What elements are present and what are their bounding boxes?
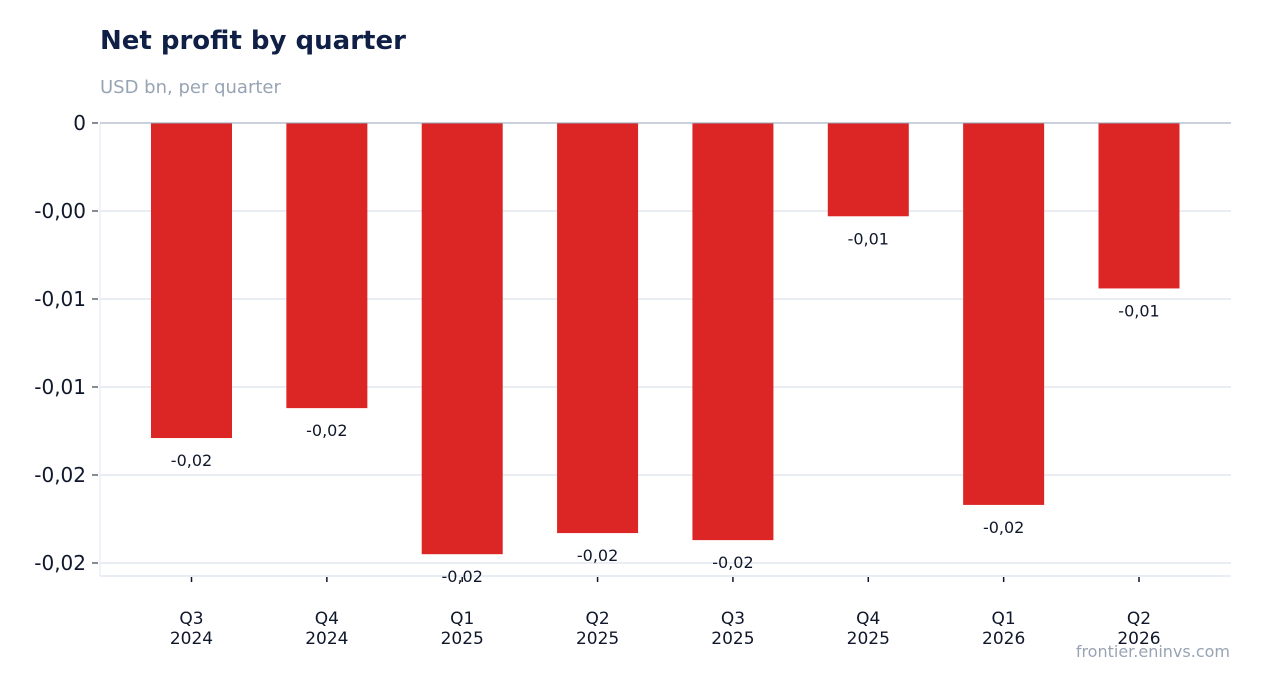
x-tick-label-line: 2024	[170, 629, 213, 649]
chart-title: Net profit by quarter	[100, 26, 406, 56]
x-tick-label: Q3 2024	[170, 609, 213, 649]
data-label: -0,01	[1118, 301, 1159, 320]
x-tick-label-line: 2025	[441, 629, 484, 649]
bar	[692, 123, 774, 541]
bar	[557, 123, 639, 534]
y-tick-label: -0,01	[34, 375, 86, 399]
x-tick-label: Q4 2025	[847, 609, 890, 649]
x-tick-label-line: Q2	[1127, 609, 1151, 629]
y-tick-label: -0,02	[34, 551, 86, 575]
x-tick-label-line: 2025	[576, 629, 619, 649]
x-tick-label-line: Q3	[179, 609, 203, 629]
bar	[286, 123, 368, 409]
x-tick-label: Q3 2025	[711, 609, 754, 649]
x-tick-label: Q1 2025	[441, 609, 484, 649]
data-label: -0,02	[577, 546, 618, 565]
bar	[421, 123, 503, 555]
y-tick-label: -0,02	[34, 463, 86, 487]
y-tick-label: -0,00	[34, 199, 86, 223]
data-label: -0,01	[848, 229, 889, 248]
x-tick-label-line: Q4	[315, 609, 339, 629]
x-tick-label: Q4 2024	[305, 609, 348, 649]
x-tick-label-line: 2025	[711, 629, 754, 649]
bar	[1098, 123, 1180, 289]
x-tick-label-line: Q1	[450, 609, 474, 629]
x-tick-label-line: Q2	[585, 609, 609, 629]
x-tick-label-line: 2026	[1117, 629, 1160, 649]
x-tick-label: Q2 2026	[1117, 609, 1160, 649]
data-label: -0,02	[442, 567, 483, 586]
data-label: -0,02	[306, 421, 347, 440]
x-tick-label-line: Q4	[856, 609, 880, 629]
bar	[827, 123, 909, 217]
data-label: -0,02	[983, 518, 1024, 537]
y-tick-label: 0	[73, 111, 86, 135]
bar	[151, 123, 232, 439]
source-credit: frontier.eninvs.com	[1075, 642, 1230, 661]
x-tick-label: Q2 2025	[576, 609, 619, 649]
chart-subtitle: USD bn, per quarter	[100, 77, 281, 98]
x-tick-label-line: Q3	[721, 609, 745, 629]
x-tick-label-line: 2025	[847, 629, 890, 649]
x-tick-label-line: 2026	[982, 629, 1025, 649]
y-tick-label: -0,01	[34, 287, 86, 311]
x-tick-label-line: Q1	[992, 609, 1016, 629]
x-tick-label-line: 2024	[305, 629, 348, 649]
bar	[963, 123, 1045, 505]
data-label: -0,02	[712, 553, 753, 572]
x-tick-label: Q1 2026	[982, 609, 1025, 649]
data-label: -0,02	[171, 451, 212, 470]
